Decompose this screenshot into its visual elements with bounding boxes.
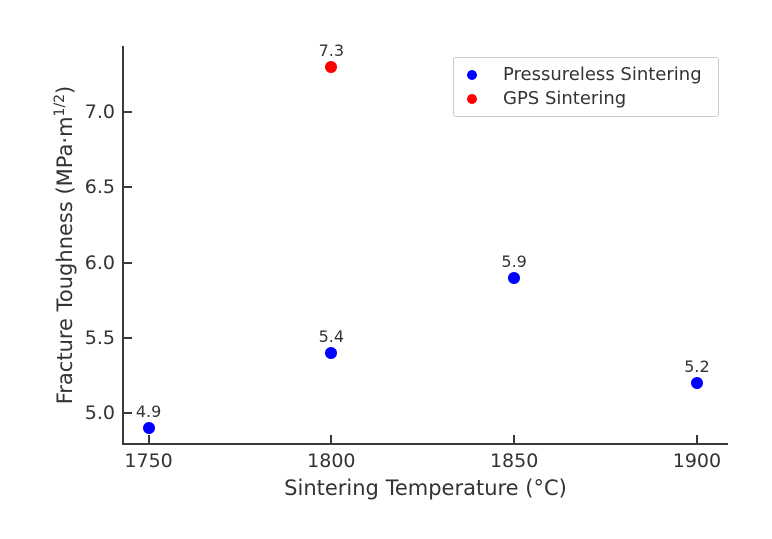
- legend-entry-label: GPS Sintering: [503, 88, 627, 109]
- x-tick-mark: [147, 435, 150, 443]
- data-point-value-label: 5.2: [684, 356, 710, 376]
- data-point-value-label: 4.9: [135, 401, 162, 421]
- x-tick-label: 1800: [307, 450, 356, 472]
- legend-entry: Pressureless Sintering: [467, 63, 702, 87]
- x-axis-spine: [122, 443, 728, 445]
- legend-marker-icon: [467, 94, 477, 104]
- data-point: [325, 346, 338, 359]
- x-tick-mark: [513, 435, 516, 443]
- y-axis-spine: [122, 46, 124, 445]
- y-tick-label: 5.5: [84, 326, 115, 349]
- data-point: [508, 271, 521, 284]
- x-tick-mark: [695, 435, 698, 443]
- x-tick-label: 1750: [124, 450, 173, 472]
- y-tick-label: 6.0: [84, 251, 115, 274]
- y-tick-label: 6.5: [84, 176, 115, 199]
- data-point: [325, 61, 338, 74]
- legend-box: Pressureless Sintering GPS Sintering: [453, 57, 719, 117]
- y-tick-mark: [124, 411, 132, 414]
- y-tick-mark: [124, 186, 132, 189]
- legend-entry-label: Pressureless Sintering: [503, 64, 702, 85]
- y-tick-mark: [124, 336, 132, 339]
- legend-marker-icon: [467, 70, 477, 80]
- y-axis-title-text: Fracture Toughness (MPa·m1/2): [51, 85, 77, 405]
- x-tick-label: 1900: [672, 450, 722, 472]
- x-axis-title: Sintering Temperature (°C): [284, 476, 567, 500]
- y-tick-label: 5.0: [84, 401, 115, 424]
- data-point: [142, 421, 155, 434]
- data-point-value-label: 5.4: [318, 326, 345, 346]
- x-tick-label: 1850: [489, 450, 539, 472]
- data-point: [690, 376, 703, 389]
- y-tick-label: 7.0: [84, 101, 115, 124]
- y-tick-mark: [124, 111, 132, 114]
- data-point-value-label: 5.9: [501, 251, 527, 271]
- legend-entry: GPS Sintering: [467, 87, 702, 111]
- data-point-value-label: 7.3: [318, 41, 345, 61]
- x-tick-mark: [330, 435, 333, 443]
- y-tick-mark: [124, 261, 132, 264]
